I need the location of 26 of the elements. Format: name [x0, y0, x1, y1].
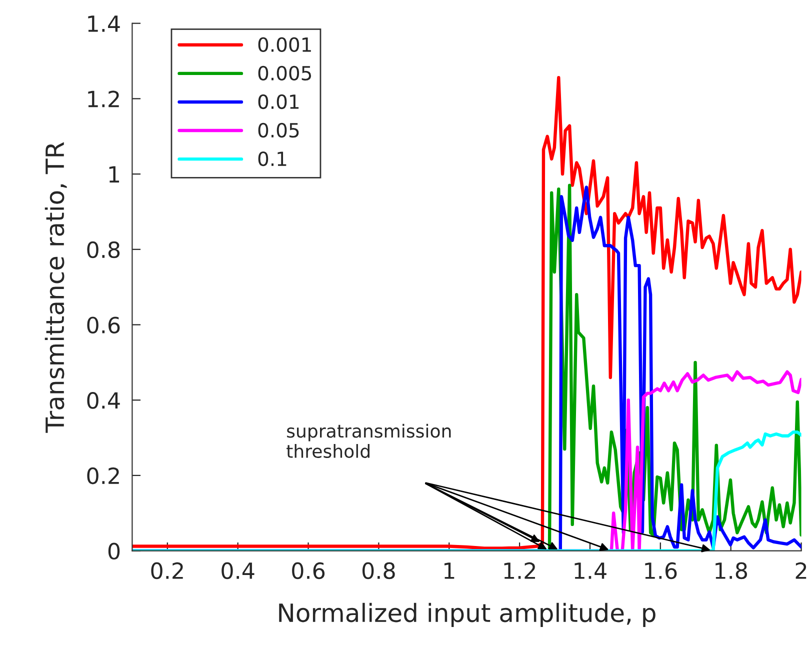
x-tick-label: 1.4	[574, 562, 606, 579]
legend-label: 0.001	[258, 37, 311, 52]
x-tick-label: 1	[444, 562, 454, 579]
y-tick-label: 1.2	[88, 90, 119, 108]
legend-label: 0.01	[258, 94, 299, 110]
y-tick-label: 0.4	[87, 392, 120, 409]
x-tick-label: 0.4	[222, 562, 254, 580]
y-tick-label: 0.2	[87, 467, 119, 484]
y-axis-title: Transmittance ratio, TR	[44, 142, 67, 433]
x-tick-label: 2	[796, 562, 806, 579]
x-tick-label: 1.8	[716, 562, 747, 580]
x-tick-label: 1.2	[504, 562, 535, 579]
legend-label: 0.1	[258, 151, 286, 166]
y-tick-label: 0	[108, 542, 120, 560]
annotation: supratransmission threshold	[286, 424, 451, 458]
y-tick-label: 0.8	[87, 241, 120, 258]
x-tick-label: 0.2	[151, 562, 183, 580]
x-tick-label: 1.6	[645, 562, 677, 580]
y-tick-label: 1.4	[88, 16, 120, 32]
y-tick-label: 0.6	[87, 316, 120, 334]
x-tick-label: 0.6	[292, 562, 325, 580]
x-axis-title: Normalized input amplitude, p	[279, 602, 656, 628]
legend-label: 0.05	[258, 122, 299, 138]
x-tick-label: 0.8	[362, 562, 395, 580]
y-tick-label: 1	[109, 166, 120, 182]
legend-label: 0.005	[258, 66, 312, 81]
